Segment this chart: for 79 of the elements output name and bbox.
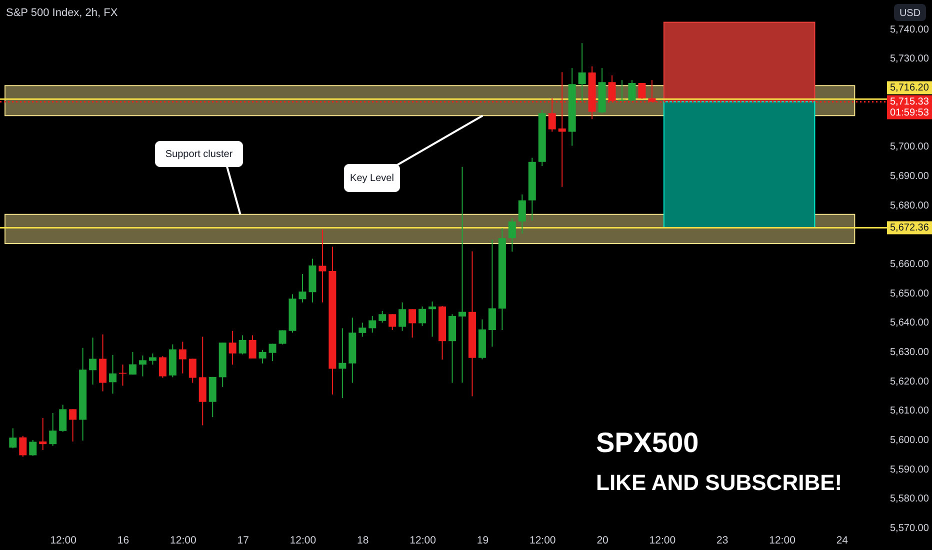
annotation: Key Level (350, 173, 394, 184)
candlestick (628, 80, 636, 102)
y-tick-label: 5,610.00 (890, 406, 930, 417)
y-tick-label: 5,580.00 (890, 494, 930, 505)
y-tick-label: 5,740.00 (890, 24, 930, 36)
candlestick (368, 315, 376, 334)
candlestick (158, 356, 166, 378)
x-tick-label: 24 (836, 534, 848, 546)
y-tick-label: 5,650.00 (890, 288, 930, 300)
candlestick (408, 308, 416, 338)
x-tick-label: 12:00 (290, 534, 316, 546)
candlestick (278, 330, 286, 345)
ref-line-label: 5,716.20 (890, 82, 930, 94)
candlestick (109, 354, 117, 394)
y-tick-label: 5,630.00 (890, 347, 930, 358)
y-tick-label: 5,600.00 (890, 435, 930, 446)
x-tick-label: 12:00 (769, 534, 796, 546)
candlestick (508, 218, 516, 252)
annotation: Support cluster (165, 149, 234, 160)
candlestick (458, 166, 466, 384)
candlestick (378, 310, 386, 324)
candlestick (69, 408, 77, 442)
y-tick-label: 5,690.00 (890, 171, 930, 182)
y-tick-label: 5,620.00 (890, 376, 930, 388)
x-tick-label: 17 (237, 534, 250, 546)
x-tick-label: 19 (476, 534, 489, 546)
candlestick (418, 306, 426, 326)
candlestick (338, 328, 346, 399)
y-tick-label: 5,700.00 (890, 142, 930, 153)
candlestick (428, 301, 436, 338)
candlestick (398, 302, 406, 332)
candlestick (488, 239, 496, 348)
candlestick (138, 355, 146, 377)
x-tick-label: 20 (596, 534, 609, 546)
y-tick-label: 5,590.00 (890, 464, 930, 476)
candlestick (9, 428, 17, 449)
candlestick (188, 358, 196, 384)
candlestick (578, 42, 586, 102)
candlestick (388, 314, 396, 330)
candlestick (89, 337, 97, 386)
candlestick (318, 228, 326, 303)
candlestick (59, 404, 67, 432)
y-tick-label: 5,680.00 (890, 200, 930, 212)
x-tick-label: 12:00 (410, 534, 436, 546)
candlestick (268, 343, 276, 362)
candlestick (19, 435, 27, 458)
y-tick-label: 5,730.00 (890, 54, 930, 65)
annotation: LIKE AND SUBSCRIBE! (596, 470, 842, 495)
candlestick (148, 352, 156, 366)
candlestick (128, 352, 136, 376)
candlestick (248, 334, 256, 359)
y-tick-label: 5,660.00 (890, 259, 930, 270)
y-tick-label: 5,640.00 (890, 318, 930, 329)
y-tick-label: 5,570.00 (890, 523, 930, 534)
candlestick (618, 80, 626, 102)
text: 01:59:53 (890, 108, 930, 119)
x-tick-label: 12:00 (170, 534, 196, 546)
x-tick-label: 12:00 (50, 534, 77, 546)
ref-line-label: 5,715.33 (890, 96, 930, 108)
ref-line-label: 5,672.36 (890, 222, 930, 234)
y-axis-title: USD (899, 8, 921, 19)
candlestick (228, 330, 236, 366)
candlestick (49, 412, 57, 446)
x-tick-label: 23 (716, 534, 728, 546)
x-tick-label: 12:00 (649, 534, 676, 546)
x-tick-label: 16 (117, 534, 130, 546)
text: S&P 500 Index, 2h, FX (6, 7, 118, 19)
candlestick (358, 322, 366, 338)
candlestick (518, 194, 526, 234)
annotation: SPX500 (596, 427, 699, 458)
candlestick (29, 440, 37, 456)
candlestick (178, 341, 186, 374)
candlestick (39, 418, 47, 450)
x-tick-label: 12:00 (529, 534, 556, 546)
candlestick (298, 273, 306, 303)
candlestick (638, 82, 646, 100)
x-tick-label: 18 (357, 534, 369, 546)
candlestick (258, 349, 266, 364)
candlestick (238, 334, 246, 355)
